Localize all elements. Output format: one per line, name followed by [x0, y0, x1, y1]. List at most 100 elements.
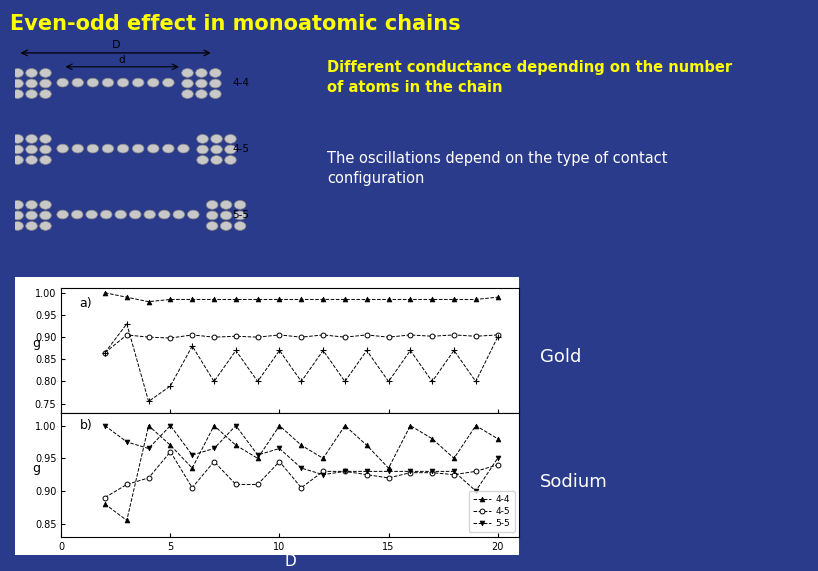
4-5 [231, 481, 240, 488]
Circle shape [56, 144, 69, 153]
4-5 [253, 481, 263, 488]
Circle shape [211, 156, 222, 164]
Circle shape [163, 144, 174, 153]
Circle shape [56, 78, 69, 87]
Circle shape [11, 90, 24, 98]
Circle shape [133, 144, 144, 153]
Circle shape [40, 135, 52, 143]
Circle shape [196, 90, 207, 98]
5-5 [492, 455, 502, 462]
Circle shape [197, 145, 209, 154]
Text: Different conductance depending on the number
of atoms in the chain: Different conductance depending on the n… [327, 60, 732, 95]
Circle shape [196, 69, 207, 77]
Circle shape [211, 135, 222, 143]
Circle shape [115, 210, 127, 219]
4-4 [406, 422, 416, 429]
4-5 [296, 484, 306, 491]
4-4 [165, 442, 175, 449]
5-5 [384, 468, 393, 475]
Circle shape [117, 78, 129, 87]
Circle shape [25, 211, 38, 220]
Circle shape [25, 69, 38, 77]
Circle shape [220, 211, 232, 220]
4-4 [253, 455, 263, 462]
5-5 [318, 471, 328, 478]
Circle shape [40, 69, 52, 77]
Circle shape [209, 79, 221, 88]
Circle shape [225, 145, 236, 154]
4-5 [187, 484, 197, 491]
Circle shape [147, 78, 159, 87]
4-4 [362, 442, 371, 449]
Circle shape [101, 210, 112, 219]
4-4 [340, 422, 350, 429]
Circle shape [178, 144, 189, 153]
Circle shape [225, 135, 236, 143]
Text: The oscillations depend on the type of contact
configuration: The oscillations depend on the type of c… [327, 151, 667, 186]
Circle shape [159, 210, 170, 219]
Circle shape [25, 135, 38, 143]
4-5 [471, 468, 481, 475]
5-5 [165, 422, 175, 429]
Circle shape [25, 222, 38, 230]
Circle shape [25, 90, 38, 98]
Y-axis label: g: g [32, 461, 40, 475]
4-5 [362, 471, 371, 478]
Circle shape [86, 210, 97, 219]
Circle shape [11, 145, 24, 154]
Circle shape [163, 78, 174, 87]
Line: 5-5: 5-5 [102, 423, 500, 493]
Line: 4-5: 4-5 [102, 449, 500, 500]
Text: 4-4: 4-4 [232, 78, 249, 87]
Circle shape [182, 79, 193, 88]
Circle shape [40, 200, 52, 209]
4-5 [209, 458, 219, 465]
Circle shape [102, 144, 114, 153]
X-axis label: D: D [285, 554, 296, 569]
Circle shape [206, 211, 218, 220]
5-5 [122, 439, 132, 445]
Circle shape [56, 210, 69, 219]
Circle shape [209, 90, 221, 98]
Circle shape [25, 79, 38, 88]
4-5 [318, 468, 328, 475]
5-5 [471, 488, 481, 494]
4-5 [165, 448, 175, 455]
Circle shape [40, 145, 52, 154]
4-4 [318, 455, 328, 462]
Circle shape [11, 156, 24, 164]
4-4 [231, 442, 240, 449]
Circle shape [11, 200, 24, 209]
Circle shape [71, 210, 83, 219]
Circle shape [187, 210, 199, 219]
Circle shape [40, 90, 52, 98]
4-4 [492, 435, 502, 442]
Circle shape [234, 211, 246, 220]
5-5 [144, 445, 154, 452]
Circle shape [197, 135, 209, 143]
Text: a): a) [79, 297, 92, 310]
4-5 [492, 461, 502, 468]
Circle shape [72, 144, 83, 153]
Text: 5-5: 5-5 [232, 210, 249, 219]
4-4 [384, 465, 393, 472]
Circle shape [147, 144, 159, 153]
5-5 [427, 468, 437, 475]
Circle shape [211, 145, 222, 154]
5-5 [209, 445, 219, 452]
Circle shape [129, 210, 141, 219]
4-4 [122, 517, 132, 524]
4-4 [209, 422, 219, 429]
4-5 [406, 469, 416, 476]
Text: d: d [119, 55, 125, 65]
4-5 [384, 475, 393, 481]
4-5 [427, 469, 437, 476]
Circle shape [40, 156, 52, 164]
4-4 [100, 501, 110, 508]
Circle shape [220, 222, 232, 230]
5-5 [340, 468, 350, 475]
Circle shape [133, 78, 144, 87]
4-4 [427, 435, 437, 442]
Circle shape [87, 144, 99, 153]
Circle shape [182, 69, 193, 77]
